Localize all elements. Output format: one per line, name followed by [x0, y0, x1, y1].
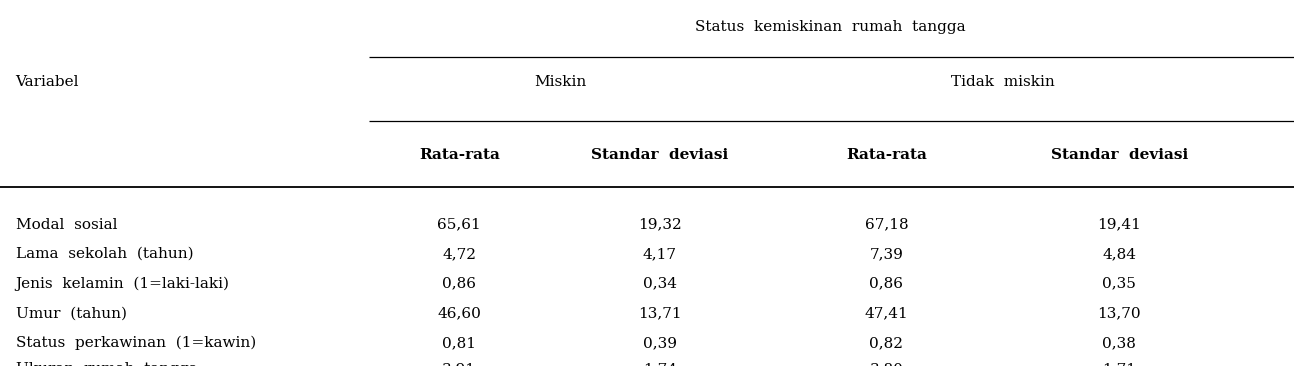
Text: 0,81: 0,81 — [443, 336, 476, 350]
Text: 0,86: 0,86 — [870, 276, 903, 290]
Text: Tidak  miskin: Tidak miskin — [951, 75, 1055, 89]
Text: 1,74: 1,74 — [643, 362, 677, 366]
Text: 67,18: 67,18 — [864, 218, 908, 232]
Text: Miskin: Miskin — [534, 75, 586, 89]
Text: 0,38: 0,38 — [1102, 336, 1136, 350]
Text: Modal  sosial: Modal sosial — [16, 218, 116, 232]
Text: Standar  deviasi: Standar deviasi — [1051, 148, 1188, 162]
Text: Rata-rata: Rata-rata — [846, 148, 927, 162]
Text: 13,70: 13,70 — [1097, 306, 1141, 320]
Text: 0,34: 0,34 — [643, 276, 677, 290]
Text: Status  kemiskinan  rumah  tangga: Status kemiskinan rumah tangga — [695, 20, 967, 34]
Text: 4,72: 4,72 — [443, 247, 476, 261]
Text: 0,35: 0,35 — [1102, 276, 1136, 290]
Text: Status  perkawinan  (1=kawin): Status perkawinan (1=kawin) — [16, 336, 256, 350]
Text: 0,39: 0,39 — [643, 336, 677, 350]
Text: 3,80: 3,80 — [870, 362, 903, 366]
Text: 4,84: 4,84 — [1102, 247, 1136, 261]
Text: Standar  deviasi: Standar deviasi — [591, 148, 729, 162]
Text: Umur  (tahun): Umur (tahun) — [16, 306, 127, 320]
Text: 1,71: 1,71 — [1102, 362, 1136, 366]
Text: 0,82: 0,82 — [870, 336, 903, 350]
Text: 13,71: 13,71 — [638, 306, 682, 320]
Text: Variabel: Variabel — [16, 75, 79, 89]
Text: 0,86: 0,86 — [443, 276, 476, 290]
Text: 4,17: 4,17 — [643, 247, 677, 261]
Text: 65,61: 65,61 — [437, 218, 481, 232]
Text: 19,41: 19,41 — [1097, 218, 1141, 232]
Text: Rata-rata: Rata-rata — [419, 148, 499, 162]
Text: 7,39: 7,39 — [870, 247, 903, 261]
Text: 3,91: 3,91 — [443, 362, 476, 366]
Text: 46,60: 46,60 — [437, 306, 481, 320]
Text: Lama  sekolah  (tahun): Lama sekolah (tahun) — [16, 247, 193, 261]
Text: 47,41: 47,41 — [864, 306, 908, 320]
Text: Ukuran  rumah  tangga: Ukuran rumah tangga — [16, 362, 197, 366]
Text: 19,32: 19,32 — [638, 218, 682, 232]
Text: Jenis  kelamin  (1=laki-laki): Jenis kelamin (1=laki-laki) — [16, 276, 229, 291]
